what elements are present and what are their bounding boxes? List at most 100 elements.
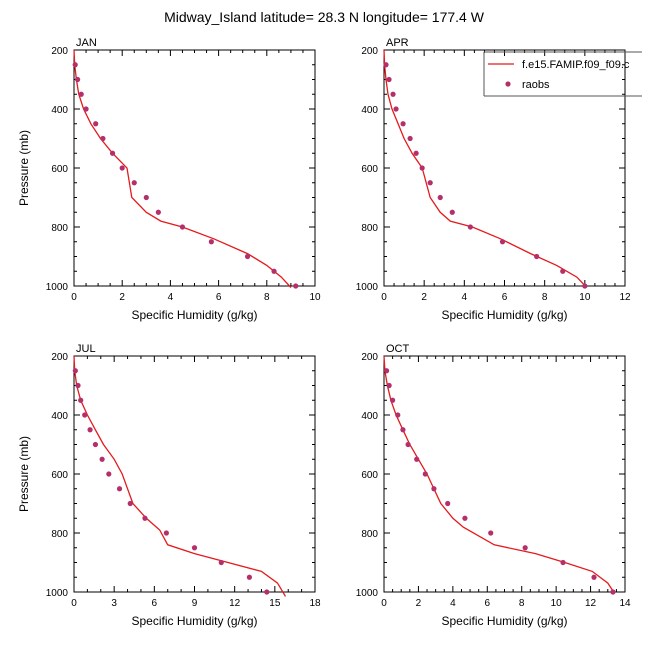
raobs-point bbox=[127, 500, 133, 507]
y-tick-label: 800 bbox=[361, 223, 378, 234]
x-tick-label: 3 bbox=[111, 598, 117, 609]
chart-title: Midway_Island latitude= 28.3 N longitude… bbox=[164, 9, 485, 25]
raobs-point bbox=[106, 471, 112, 477]
x-tick-label: 0 bbox=[381, 292, 387, 303]
x-tick-label: 10 bbox=[551, 598, 563, 609]
x-tick-label: 4 bbox=[450, 598, 456, 609]
raobs-point bbox=[109, 150, 116, 156]
raobs-point bbox=[386, 76, 392, 83]
raobs-point bbox=[75, 382, 81, 389]
panel-label: OCT bbox=[386, 343, 410, 355]
raobs-point bbox=[582, 283, 588, 289]
panel-label: JAN bbox=[76, 37, 97, 49]
y-tick-label: 200 bbox=[51, 352, 68, 363]
raobs-point bbox=[522, 545, 528, 551]
raobs-point bbox=[75, 76, 81, 83]
raobs-point bbox=[143, 194, 149, 201]
x-tick-label: 18 bbox=[309, 598, 321, 609]
raobs-point bbox=[72, 368, 78, 374]
y-tick-label: 200 bbox=[361, 352, 378, 363]
y-axis-label: Pressure (mb) bbox=[17, 130, 31, 206]
raobs-point bbox=[437, 194, 443, 201]
x-tick-label: 4 bbox=[168, 292, 174, 303]
raobs-point bbox=[116, 486, 123, 492]
raobs-point bbox=[560, 268, 566, 274]
y-tick-label: 800 bbox=[51, 223, 68, 234]
raobs-point bbox=[191, 545, 198, 551]
raobs-point bbox=[119, 165, 125, 171]
panel-oct: 0 2 4 6 8 10 12 14 200 400 600 800 1000 OCT Specific H… bbox=[356, 343, 631, 628]
model-profile-line bbox=[383, 49, 588, 288]
raobs-point bbox=[244, 253, 251, 260]
x-tick-label: 6 bbox=[502, 292, 508, 303]
x-tick-label: 8 bbox=[264, 292, 270, 303]
x-tick-label: 6 bbox=[216, 292, 222, 303]
model-profile-line bbox=[73, 49, 292, 288]
plot-frame bbox=[73, 49, 316, 287]
raobs-point bbox=[414, 456, 420, 462]
raobs-point bbox=[293, 283, 299, 289]
legend-label-obs: raobs bbox=[522, 79, 550, 91]
panel-jan: 0 2 4 6 8 10 200 400 600 800 1000 JAN Specific Humid… bbox=[17, 37, 321, 322]
plot-frame bbox=[383, 355, 626, 593]
raobs-point bbox=[393, 106, 399, 112]
x-axis-label: Specific Humidity (g/kg) bbox=[441, 308, 567, 322]
x-axis-label: Specific Humidity (g/kg) bbox=[131, 614, 257, 628]
y-tick-label: 400 bbox=[361, 105, 378, 116]
raobs-point bbox=[92, 441, 99, 448]
y-tick-label: 400 bbox=[361, 411, 378, 422]
raobs-point bbox=[82, 412, 88, 418]
raobs-point bbox=[383, 368, 390, 374]
y-tick-label: 800 bbox=[51, 529, 68, 540]
raobs-point bbox=[383, 62, 389, 68]
raobs-point bbox=[413, 150, 419, 156]
raobs-point bbox=[100, 135, 106, 142]
legend-label-model: f.e15.FAMIP.f09_f09.c bbox=[522, 59, 630, 71]
raobs-point bbox=[395, 412, 401, 418]
raobs-point bbox=[400, 427, 406, 433]
y-tick-label: 600 bbox=[51, 164, 68, 175]
x-tick-label: 6 bbox=[485, 598, 491, 609]
y-tick-label: 1000 bbox=[356, 282, 379, 293]
panel-label: APR bbox=[386, 37, 409, 49]
raobs-point bbox=[431, 486, 437, 492]
y-tick-label: 400 bbox=[51, 411, 68, 422]
y-tick-label: 1000 bbox=[46, 588, 69, 599]
raobs-point bbox=[155, 209, 161, 215]
raobs-point bbox=[407, 135, 413, 142]
raobs-point bbox=[591, 574, 597, 580]
x-axis-label: Specific Humidity (g/kg) bbox=[131, 308, 257, 322]
raobs-point bbox=[445, 500, 451, 507]
raobs-point bbox=[87, 427, 93, 433]
model-profile-line bbox=[383, 355, 616, 594]
x-tick-label: 6 bbox=[152, 598, 158, 609]
y-tick-label: 400 bbox=[51, 105, 68, 116]
x-tick-label: 2 bbox=[119, 292, 125, 303]
y-tick-label: 600 bbox=[361, 164, 378, 175]
raobs-point bbox=[246, 574, 252, 580]
raobs-point bbox=[179, 224, 186, 230]
raobs-point bbox=[78, 91, 84, 97]
raobs-point bbox=[488, 530, 494, 536]
raobs-point bbox=[390, 397, 396, 403]
x-tick-label: 8 bbox=[519, 598, 525, 609]
x-tick-label: 12 bbox=[229, 598, 241, 609]
x-tick-label: 15 bbox=[269, 598, 281, 609]
raobs-point bbox=[534, 253, 540, 260]
x-tick-label: 10 bbox=[579, 292, 591, 303]
raobs-point bbox=[467, 224, 473, 230]
x-tick-label: 2 bbox=[421, 292, 427, 303]
raobs-point bbox=[405, 441, 411, 448]
x-tick-label: 14 bbox=[619, 598, 631, 609]
raobs-point bbox=[99, 456, 105, 462]
model-profile-line bbox=[73, 355, 287, 597]
raobs-point bbox=[400, 121, 406, 127]
x-tick-label: 0 bbox=[71, 598, 77, 609]
raobs-point bbox=[386, 382, 392, 389]
raobs-point bbox=[419, 165, 425, 171]
raobs-point bbox=[93, 121, 99, 127]
x-tick-label: 8 bbox=[542, 292, 548, 303]
raobs-point bbox=[610, 589, 616, 595]
